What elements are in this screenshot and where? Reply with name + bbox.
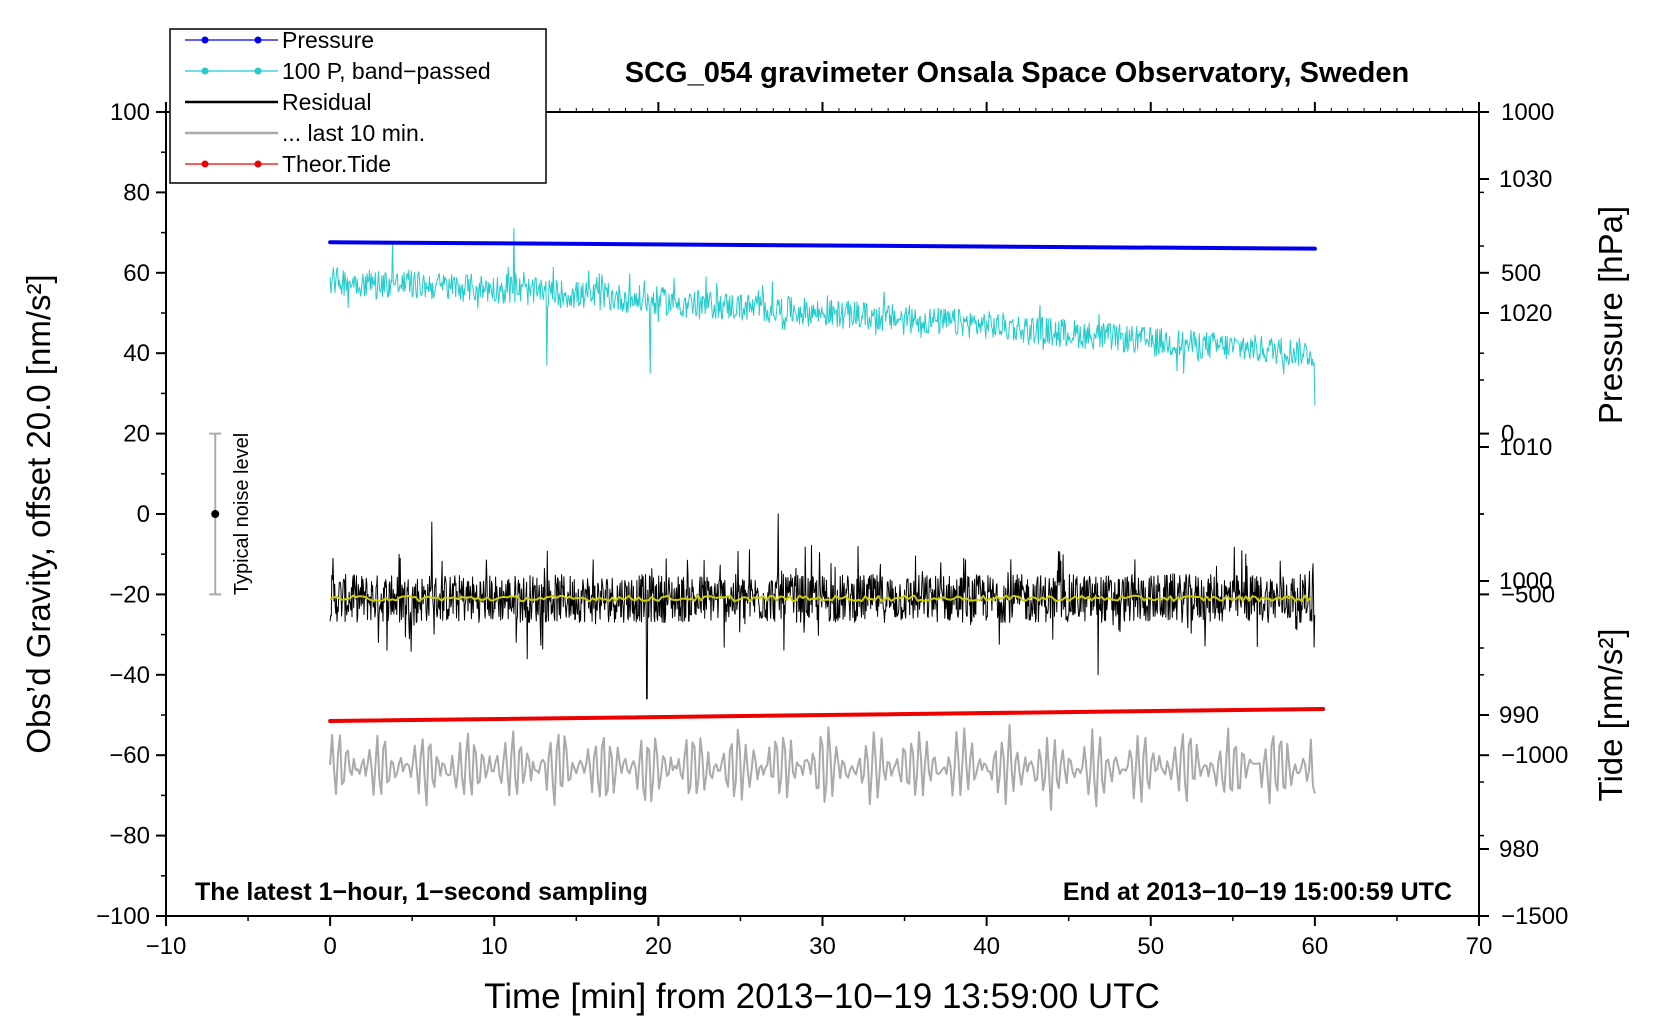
plot-frame [165, 111, 1480, 917]
y-tick-label: 0 [137, 501, 150, 528]
legend-marker [201, 36, 209, 44]
series-group [328, 228, 1326, 811]
legend-marker [254, 36, 262, 44]
noise-bar-center [211, 510, 220, 518]
tide-tick-label: −1000 [1501, 742, 1568, 769]
pressure-axis-ticks: 1030 1020 1010 1000 990 980 [1479, 111, 1552, 863]
x-axis-ticks: −10 0 10 20 30 40 50 60 70 [146, 102, 1493, 960]
pressure-tick-label: 980 [1499, 836, 1539, 863]
y-axis-label-pressure: Pressure [hPa] [1592, 206, 1629, 424]
pressure-tick-label: 1030 [1499, 166, 1552, 193]
y-axis-label-tide: Tide [nm/s²] [1592, 629, 1629, 802]
pressure-tick-label: 1020 [1499, 300, 1552, 327]
y-tick-label: 100 [110, 99, 150, 126]
x-axis-label: Time [min] from 2013−10−19 13:59:00 UTC [484, 977, 1160, 1016]
x-tick-label: 40 [973, 933, 1000, 960]
legend-marker [201, 160, 209, 168]
tide-tick-label: 1000 [1501, 99, 1554, 126]
legend-label: ... last 10 min. [282, 120, 425, 146]
pressure-tick-label: 990 [1499, 702, 1539, 729]
legend: Pressure 100 P, band−passed Residual ... la… [169, 27, 547, 184]
x-tick-label: −10 [146, 933, 187, 960]
x-tick-label: 60 [1302, 933, 1329, 960]
legend-label: Residual [282, 89, 372, 115]
y-tick-label: 60 [123, 260, 150, 287]
tide-tick-label: 0 [1501, 421, 1514, 448]
y-axis-ticks: 100 80 60 40 20 0 −20 −40 −60 −80 −100 [96, 99, 166, 930]
x-tick-label: 0 [323, 933, 336, 960]
y-tick-label: −20 [109, 581, 150, 608]
noise-level-bar [209, 432, 222, 596]
x-tick-label: 20 [645, 933, 672, 960]
tide-tick-label: −500 [1501, 581, 1555, 608]
annotation-right: End at 2013−10−19 15:00:59 UTC [1063, 878, 1452, 906]
series-theor-tide [328, 706, 1326, 724]
series-residual-smoothed [329, 594, 1313, 603]
series-last-10-min [329, 723, 1316, 811]
legend-label: 100 P, band−passed [282, 58, 491, 84]
tide-tick-label: −1500 [1501, 903, 1568, 930]
series-band-passed [329, 228, 1316, 406]
y-tick-label: −60 [109, 742, 150, 769]
pressure-tick-label: 1000 [1499, 568, 1552, 595]
annotation-left: The latest 1−hour, 1−second sampling [195, 878, 648, 906]
legend-label: Pressure [282, 27, 374, 53]
x-tick-label: 30 [809, 933, 836, 960]
noise-level-label: Typical noise level [231, 433, 253, 595]
chart-title: SCG_054 gravimeter Onsala Space Observat… [625, 57, 1409, 89]
pressure-tick-label: 1010 [1499, 434, 1552, 461]
y-tick-label: −80 [109, 823, 150, 850]
x-tick-label: 70 [1466, 933, 1493, 960]
y-tick-label: 40 [123, 340, 150, 367]
series-pressure [328, 240, 1317, 251]
tide-axis-ticks: 1000 500 0 −500 −1000 −1500 [1479, 99, 1568, 930]
legend-box [169, 28, 547, 184]
legend-marker [254, 160, 262, 168]
y-tick-label: −100 [96, 903, 150, 930]
legend-label: Theor.Tide [282, 151, 391, 177]
x-tick-label: 50 [1137, 933, 1164, 960]
y-axis-label-left: Obs’d Gravity, offset 20.0 [nm/s²] [20, 274, 57, 753]
y-tick-label: −40 [109, 662, 150, 689]
tide-tick-label: 500 [1501, 260, 1541, 287]
legend-marker [254, 67, 262, 75]
legend-marker [201, 67, 209, 75]
y-tick-label: 20 [123, 421, 150, 448]
x-tick-label: 10 [481, 933, 508, 960]
y-tick-label: 80 [123, 179, 150, 206]
